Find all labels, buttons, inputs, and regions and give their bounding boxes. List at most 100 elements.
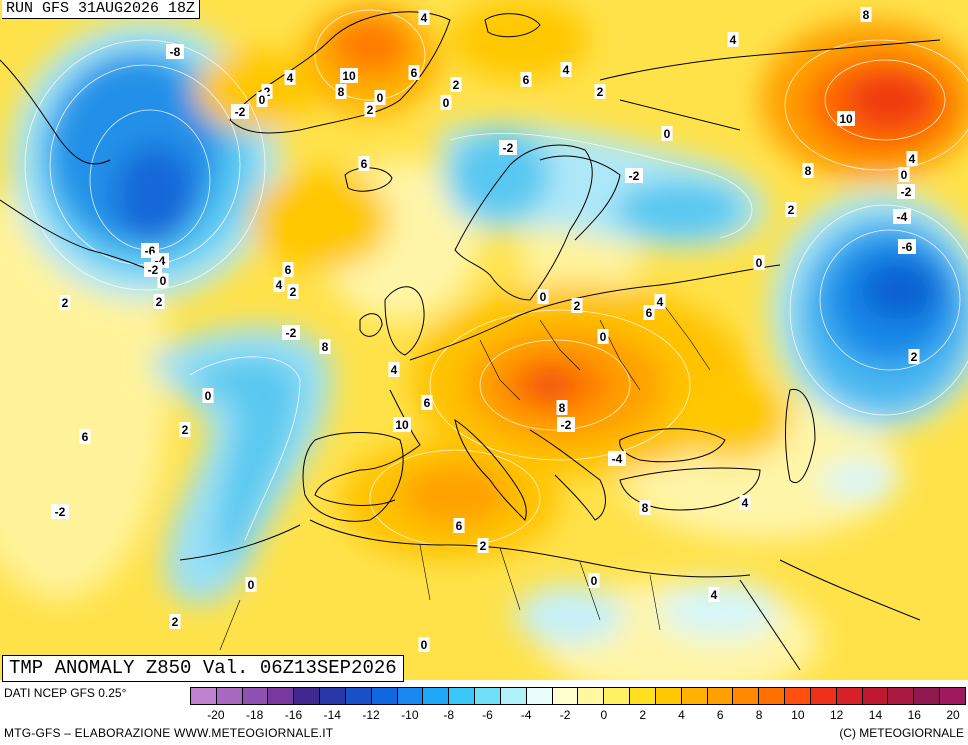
run-label: RUN GFS 31AUG2026 18Z: [2, 0, 201, 19]
contour-label: 10: [340, 68, 358, 83]
colorbar-segment: [371, 688, 398, 704]
svg-text:-8: -8: [170, 45, 181, 59]
colorbar: [190, 687, 966, 705]
colorbar-tick-label: 8: [755, 708, 763, 722]
svg-text:-6: -6: [145, 244, 156, 258]
colorbar-tick-label: -16: [284, 708, 303, 722]
svg-text:4: 4: [711, 588, 718, 602]
contour-label: 8: [319, 339, 331, 354]
colorbar-segment: [862, 688, 889, 704]
contour-label: 6: [79, 429, 91, 444]
svg-text:2: 2: [62, 296, 69, 310]
contour-label: 4: [560, 62, 572, 77]
colorbar-segment: [345, 688, 372, 704]
contour-label: 2: [594, 84, 606, 99]
contour-label: 4: [273, 277, 285, 292]
svg-text:0: 0: [664, 127, 671, 141]
contour-label: 6: [453, 518, 465, 533]
contour-label: 4: [906, 151, 918, 166]
colorbar-tick-label: 4: [678, 708, 685, 722]
svg-text:2: 2: [480, 539, 487, 553]
contour-label: 0: [374, 90, 386, 105]
colorbar-segment: [500, 688, 527, 704]
contour-label: 0: [245, 577, 257, 592]
contour-label: -2: [557, 417, 575, 432]
svg-text:6: 6: [285, 263, 292, 277]
colorbar-segment: [604, 688, 631, 704]
svg-text:-2: -2: [235, 105, 246, 119]
svg-text:8: 8: [642, 501, 649, 515]
colorbar-segment: [681, 688, 708, 704]
svg-text:0: 0: [205, 389, 212, 403]
svg-text:-2: -2: [629, 169, 640, 183]
contour-label: 4: [654, 294, 666, 309]
contour-label: 0: [753, 255, 765, 270]
contour-label: 2: [364, 102, 376, 117]
colorbar-tick-label: 14: [868, 708, 883, 722]
contour-label: 4: [727, 32, 739, 47]
colorbar-tick-label: 6: [716, 708, 724, 722]
svg-text:0: 0: [248, 578, 255, 592]
svg-text:2: 2: [453, 78, 460, 92]
colorbar-tick-label: -18: [245, 708, 264, 722]
svg-text:-2: -2: [503, 141, 514, 155]
contour-label: 10: [837, 111, 855, 126]
contour-label: 0: [418, 637, 430, 652]
contour-label: 6: [282, 262, 294, 277]
colorbar-tick-label: -12: [362, 708, 380, 722]
colorbar-tick-label: 0: [600, 708, 608, 722]
contour-label: 2: [169, 614, 181, 629]
contour-label: 2: [59, 295, 71, 310]
contour-label: -6: [898, 239, 916, 254]
svg-text:10: 10: [395, 418, 409, 432]
svg-text:2: 2: [911, 350, 918, 364]
svg-text:-2: -2: [561, 418, 572, 432]
contour-label: 6: [421, 395, 433, 410]
contour-label: -2: [897, 184, 915, 199]
anomaly-field: [0, 0, 968, 680]
colorbar-tick-label: 2: [639, 708, 646, 722]
contour-label: 0: [661, 126, 673, 141]
svg-text:6: 6: [411, 66, 418, 80]
svg-text:4: 4: [909, 152, 916, 166]
contour-label: 6: [408, 65, 420, 80]
contour-label: 0: [440, 95, 452, 110]
colorbar-segment: [888, 688, 915, 704]
svg-text:0: 0: [540, 290, 547, 304]
contour-label: 0: [898, 167, 910, 182]
colorbar-ticks: -20 -18 -16 -14 -12 -10 -8 -6 -4 -2 0 2 4 6 8 10 12 14 16 2…: [190, 708, 966, 724]
contour-label: 0: [256, 92, 268, 107]
colorbar-segment: [578, 688, 605, 704]
contour-label: 8: [639, 500, 651, 515]
contour-label: 2: [571, 298, 583, 313]
svg-text:2: 2: [574, 299, 581, 313]
svg-text:2: 2: [290, 285, 297, 299]
svg-text:0: 0: [443, 96, 450, 110]
colorbar-tick-label: -2: [559, 708, 571, 722]
colorbar-tick-label: 20: [946, 708, 960, 722]
colorbar-tick-label: -10: [401, 708, 419, 722]
colorbar-tick-label: -6: [482, 708, 493, 722]
svg-text:4: 4: [276, 278, 283, 292]
contour-label: -4: [608, 451, 626, 466]
colorbar-segment: [449, 688, 476, 704]
contour-label: 8: [335, 84, 347, 99]
colorbar-tick-label: -8: [443, 708, 454, 722]
svg-text:6: 6: [361, 157, 368, 171]
colorbar-segment: [940, 688, 965, 704]
colorbar-segment: [810, 688, 837, 704]
svg-text:4: 4: [730, 33, 737, 47]
colorbar-segment: [242, 688, 269, 704]
colorbar-segment: [216, 688, 243, 704]
contour-label: 4: [739, 495, 751, 510]
svg-text:0: 0: [377, 91, 384, 105]
colorbar-tick-label: 16: [907, 708, 921, 722]
svg-text:2: 2: [156, 295, 163, 309]
svg-text:-4: -4: [897, 210, 908, 224]
svg-text:-6: -6: [902, 240, 913, 254]
svg-text:8: 8: [338, 85, 345, 99]
colorbar-segment: [294, 688, 321, 704]
svg-text:2: 2: [788, 203, 795, 217]
svg-text:0: 0: [901, 168, 908, 182]
contour-label: -2: [499, 140, 517, 155]
